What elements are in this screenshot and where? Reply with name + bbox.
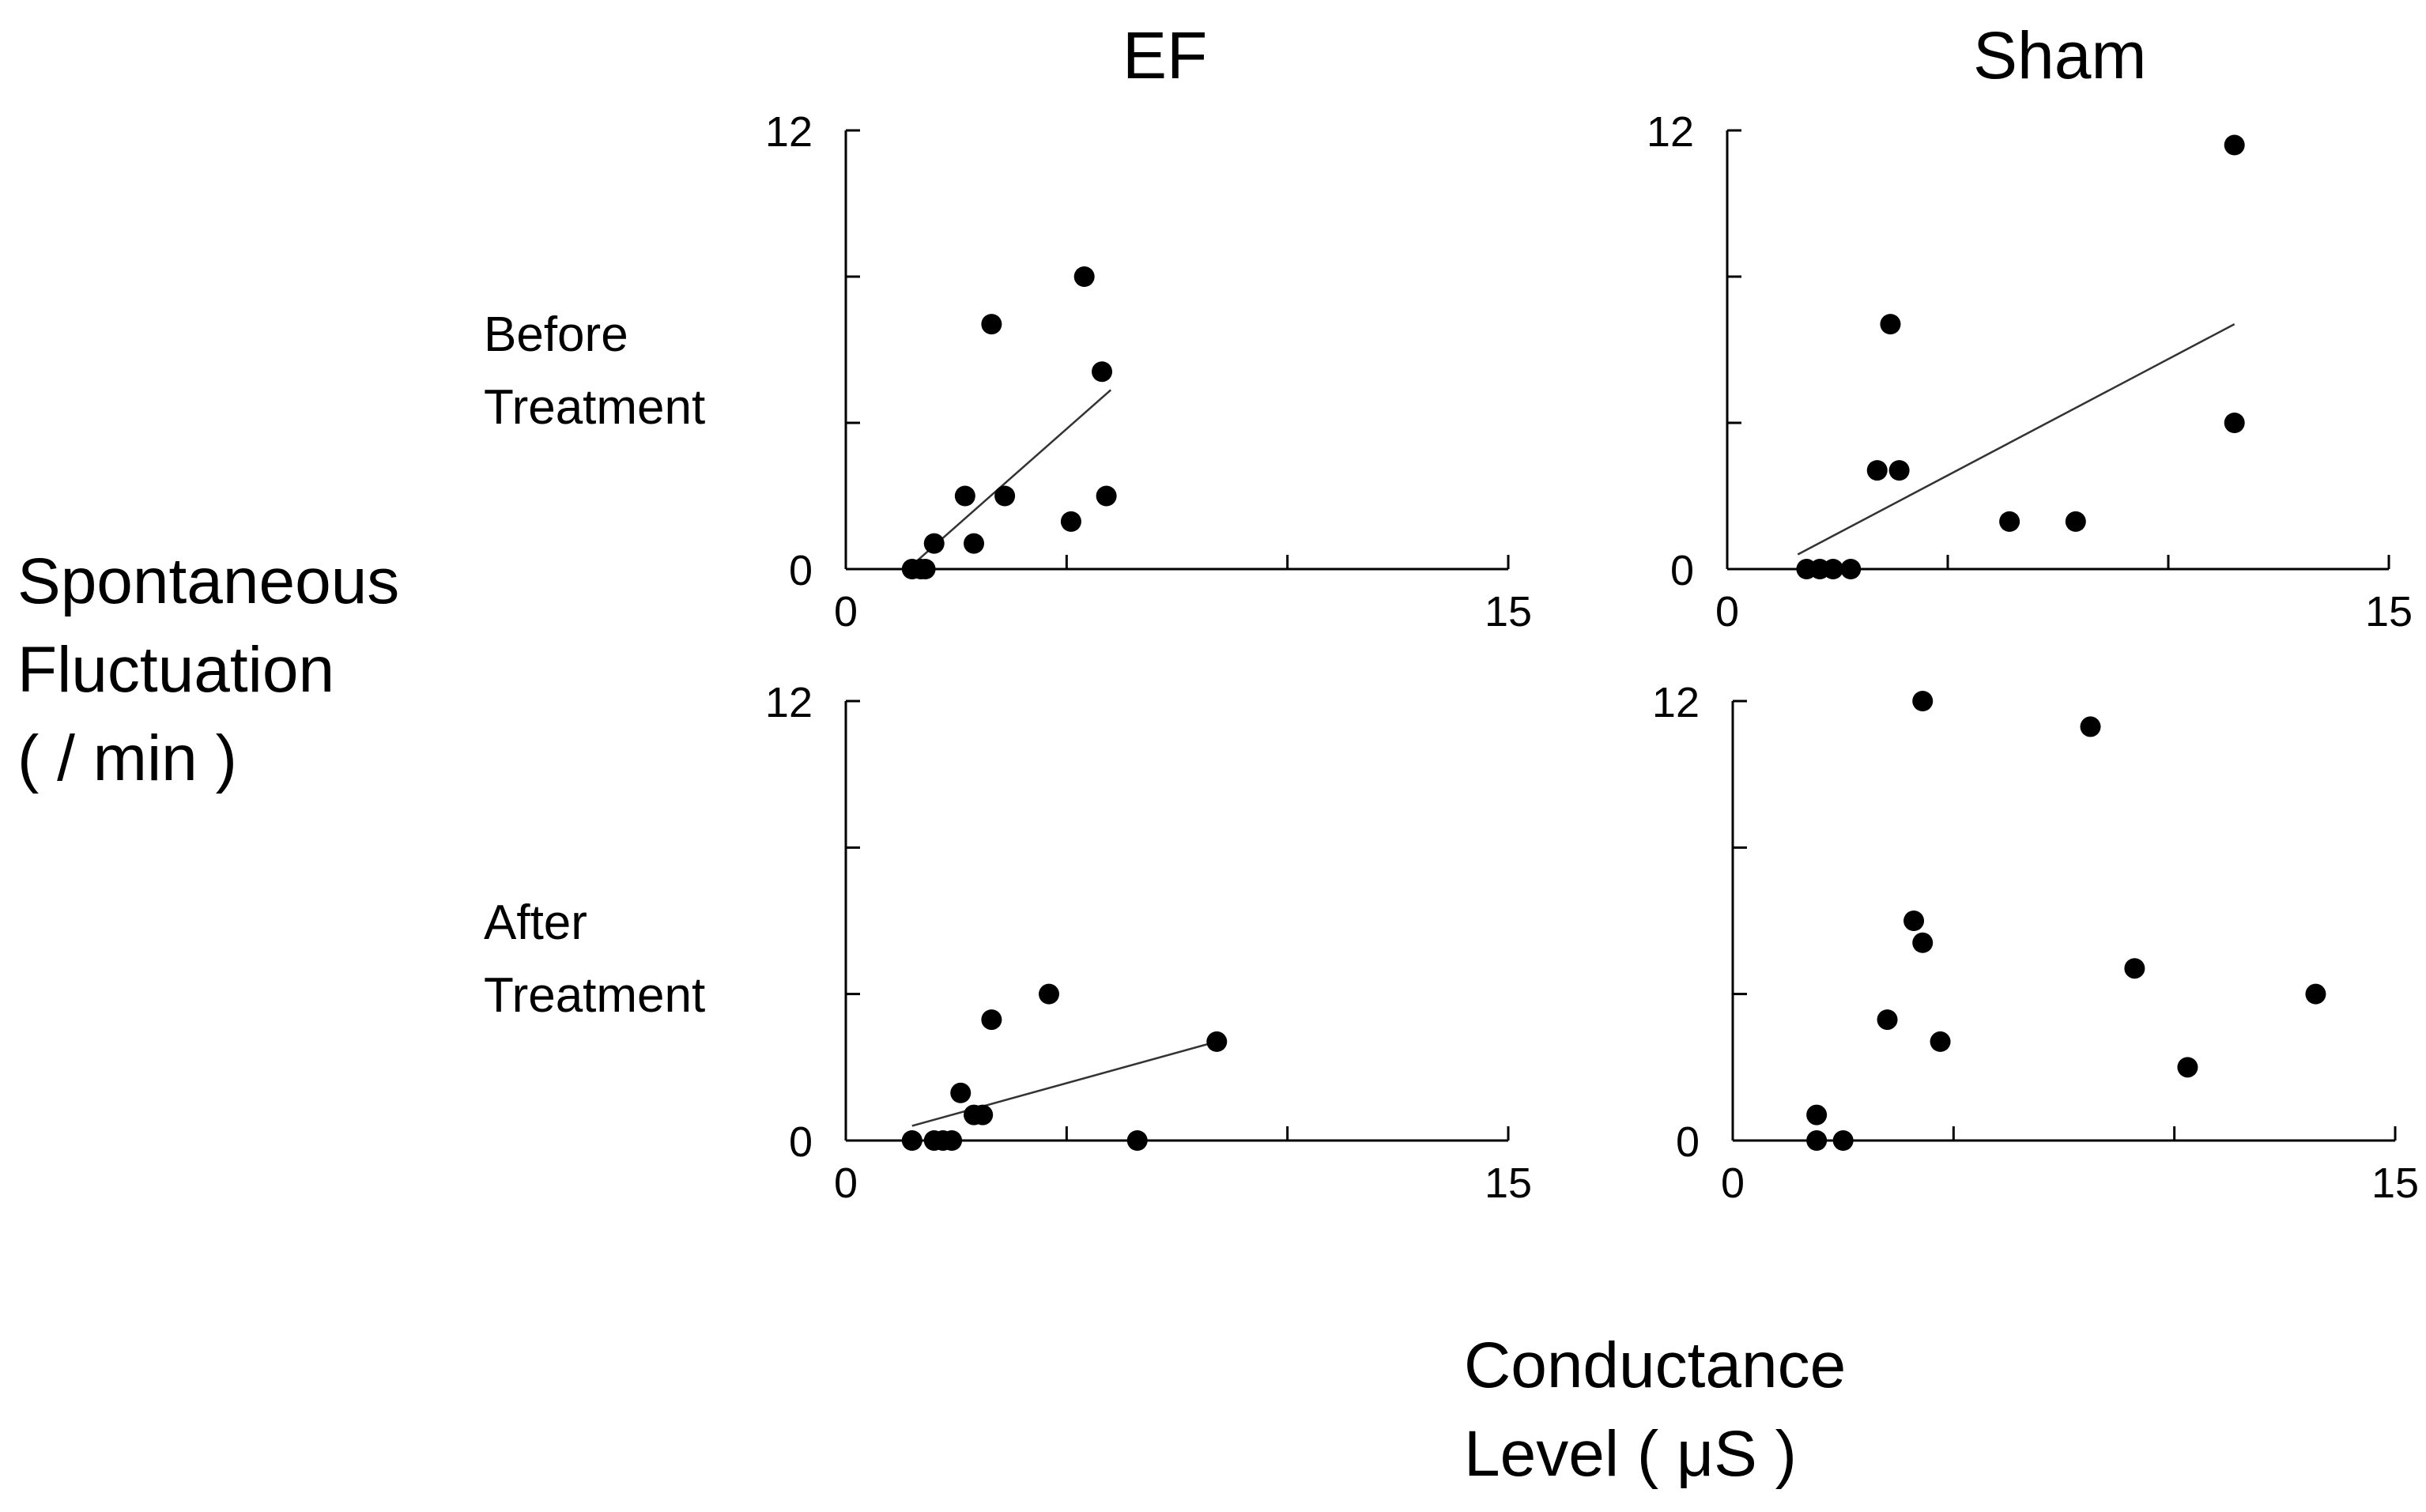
ef-before-point-11 [1096, 485, 1117, 507]
sham-after-y-tick-label-max: 12 [1652, 679, 1700, 726]
sham-after-point-0 [1806, 1104, 1828, 1126]
sham-before-point-2 [1822, 559, 1843, 579]
ef-before-point-8 [1060, 511, 1081, 532]
x-axis-label-line1: Conductance [1464, 1329, 1847, 1401]
sham-after-point-2 [1832, 1130, 1854, 1151]
ef-after-point-9 [1126, 1130, 1148, 1151]
sham-before-y-tick-label-min: 0 [1670, 547, 1694, 594]
ef-after-point-7 [981, 1009, 1002, 1031]
ef-after-x-tick-label-min: 0 [834, 1159, 858, 1207]
sham-after-point-10 [2177, 1057, 2198, 1078]
sham-after-point-6 [1912, 691, 1934, 711]
ef-after-trendline [911, 1040, 1217, 1127]
ef-before-point-2 [915, 559, 936, 579]
ef-before-point-7 [994, 485, 1016, 507]
sham-before-point-5 [1880, 314, 1901, 335]
ef-after-point-3 [941, 1130, 963, 1151]
x-axis-label: Conductance Level ( μS ) [1464, 1322, 1846, 1499]
column-title-ef: EF [1122, 18, 1208, 92]
row-label-after-line2: Treatment [484, 968, 706, 1023]
ef-after-y-tick-label-min: 0 [789, 1118, 813, 1166]
ef-before-point-4 [954, 485, 975, 507]
sham-before-point-10 [2224, 413, 2245, 433]
ef-after-point-10 [1206, 1031, 1228, 1052]
ef-before-y-tick-label-max: 12 [765, 108, 813, 156]
ef-before-y-tick-label-min: 0 [789, 547, 813, 594]
ef-after-point-6 [972, 1104, 994, 1126]
column-title-sham: Sham [1973, 18, 2147, 92]
sham-before-point-6 [1888, 460, 1910, 481]
sham-after-point-9 [2124, 958, 2145, 979]
sham-after-point-7 [1930, 1031, 1951, 1052]
ef-before-point-10 [1092, 361, 1113, 383]
row-label-after: After Treatment [484, 887, 705, 1032]
ef-after-point-0 [901, 1130, 922, 1151]
ef-before-point-5 [964, 533, 985, 554]
sham-after-point-11 [2305, 983, 2326, 1005]
x-axis-label-line2: Level ( μS ) [1464, 1418, 1797, 1490]
ef-after-point-4 [950, 1082, 972, 1103]
sham-before-x-tick-label-min: 0 [1715, 588, 1739, 635]
y-axis-label-line1: Spontaneous [17, 545, 400, 617]
y-axis-label-line3: ( / min ) [17, 722, 237, 794]
sham-before-point-8 [2065, 511, 2086, 532]
y-axis-label: Spontaneous Fluctuation ( / min ) [17, 537, 399, 803]
ef-after-point-8 [1038, 983, 1059, 1005]
sham-before-point-9 [2224, 134, 2245, 156]
ef-before-point-3 [923, 533, 945, 554]
sham-before-point-7 [1999, 511, 2020, 532]
sham-before-x-tick-label-max: 15 [2365, 588, 2413, 635]
sham-after-x-tick-label-max: 15 [2371, 1159, 2419, 1207]
ef-before-point-9 [1073, 266, 1095, 287]
sham-before-trendline [1797, 323, 2235, 556]
row-label-before-line1: Before [484, 307, 628, 362]
ef-before-x-tick-label-max: 15 [1485, 588, 1532, 635]
row-label-after-line1: After [484, 896, 587, 950]
sham-after-x-tick-label-min: 0 [1721, 1159, 1745, 1207]
sham-after-point-3 [1877, 1009, 1898, 1031]
sham-before-point-3 [1840, 559, 1862, 579]
sham-before-y-tick-label-max: 12 [1647, 108, 1694, 156]
ef-after-y-tick-label-max: 12 [765, 679, 813, 726]
ef-after-x-tick-label-max: 15 [1485, 1159, 1532, 1207]
ef-before-x-tick-label-min: 0 [834, 588, 858, 635]
row-label-before-line2: Treatment [484, 380, 706, 435]
sham-after-point-8 [2080, 716, 2101, 737]
sham-after-point-4 [1903, 911, 1925, 931]
sham-after-y-tick-label-min: 0 [1676, 1118, 1700, 1166]
row-label-before: Before Treatment [484, 299, 705, 444]
ef-before-point-6 [981, 314, 1002, 335]
sham-before-point-4 [1866, 460, 1888, 481]
sham-after-point-1 [1806, 1130, 1828, 1151]
sham-after-point-5 [1912, 932, 1934, 953]
y-axis-label-line2: Fluctuation [17, 634, 335, 706]
